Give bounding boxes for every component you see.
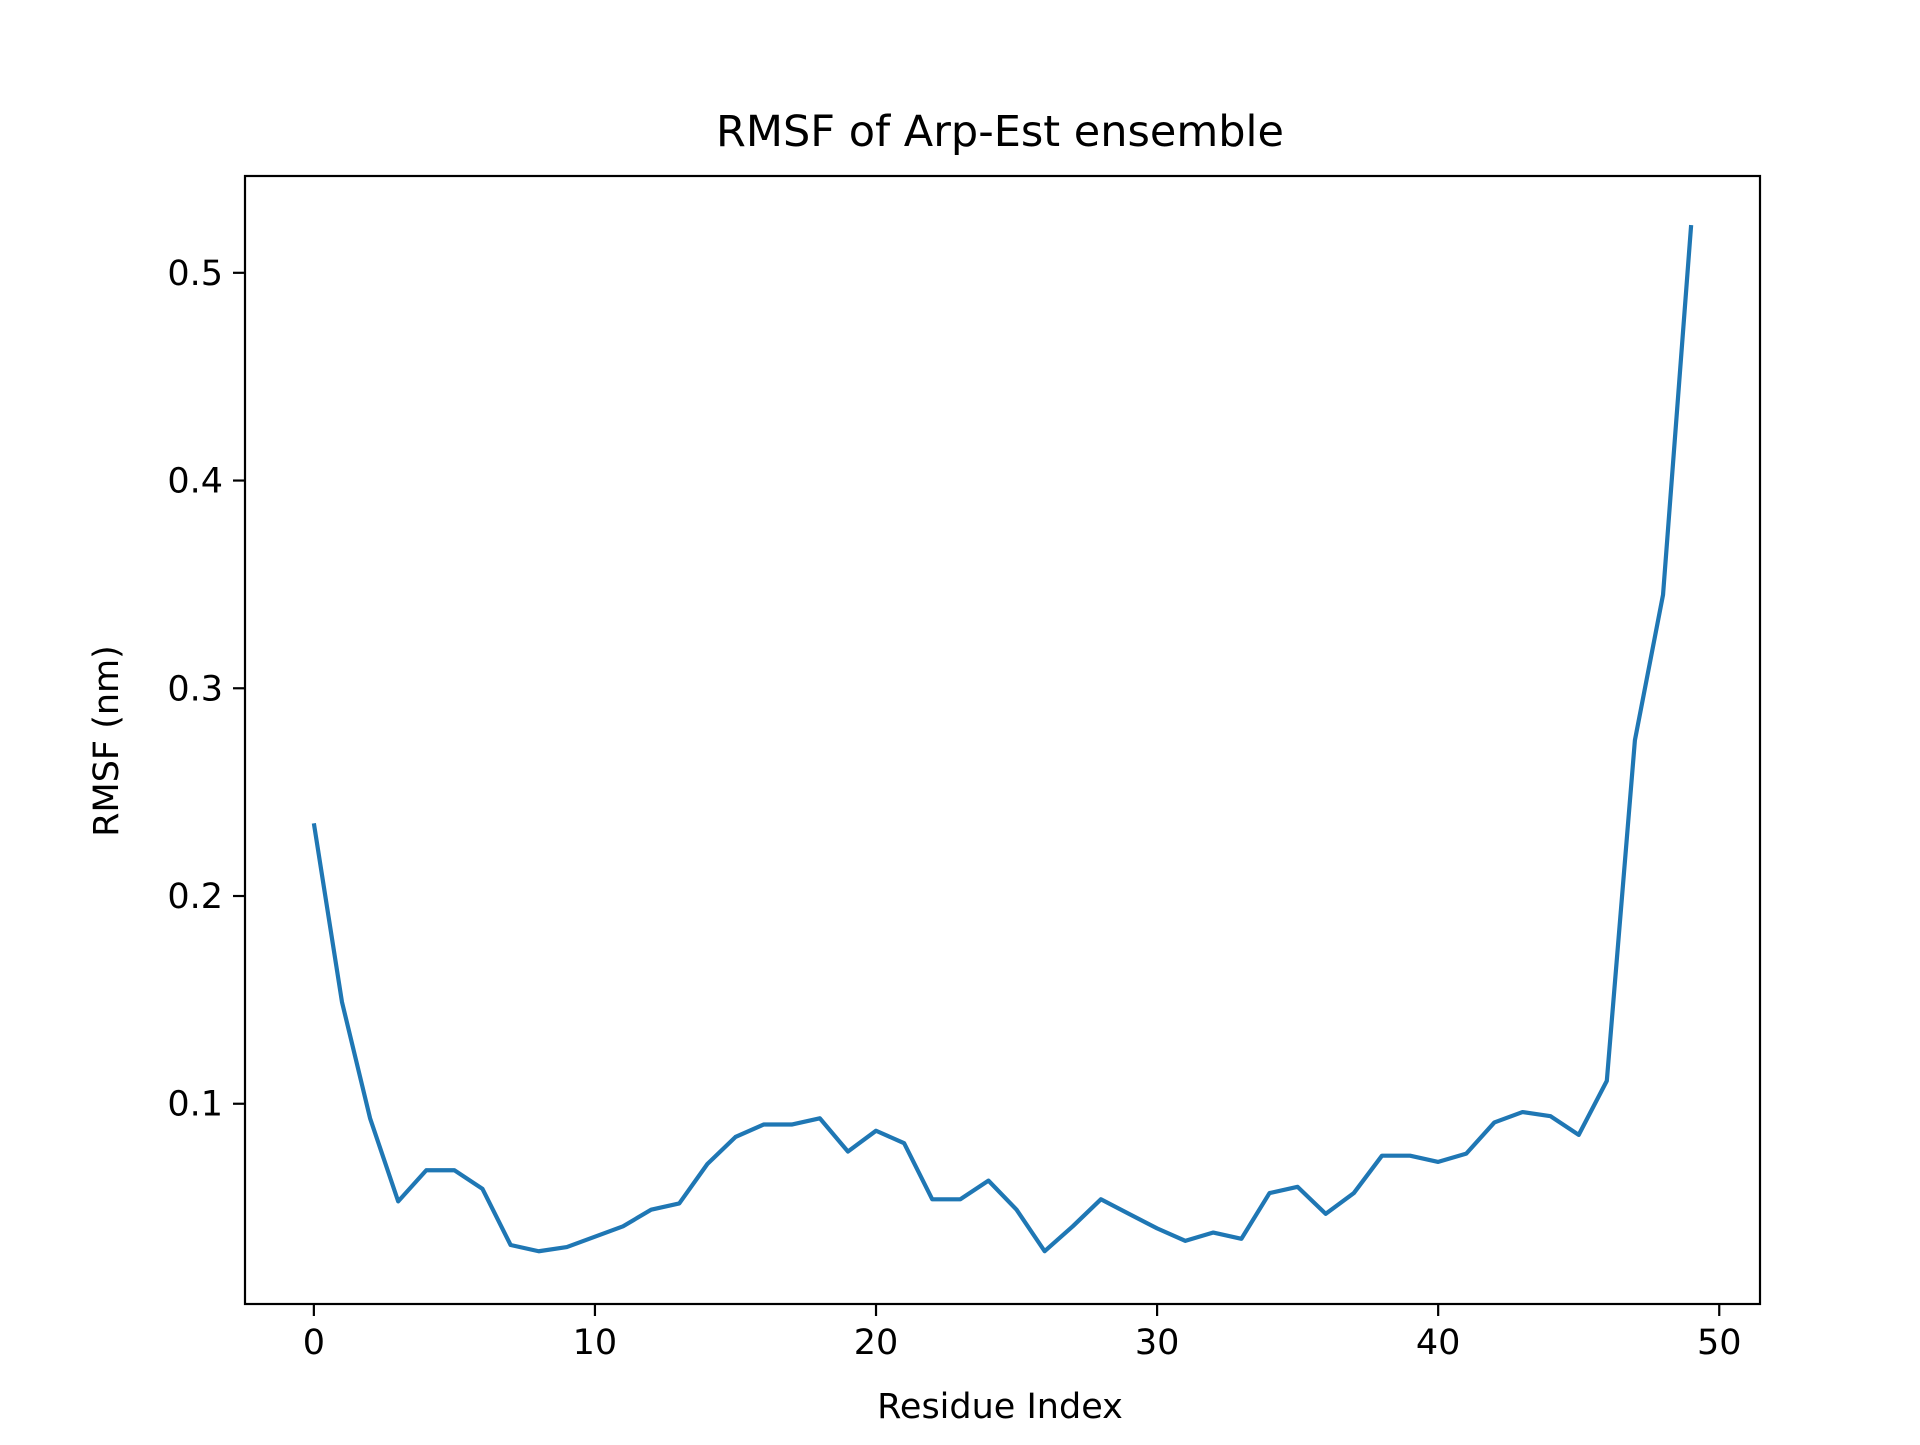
x-tick-label: 0 — [303, 1323, 325, 1363]
series-line-0 — [311, 224, 1694, 1254]
y-axis-label: RMSF (nm) — [87, 645, 127, 837]
x-axis-ticks: 0 10 20 30 40 50 — [303, 1304, 1742, 1363]
x-tick-label: 10 — [573, 1323, 618, 1363]
x-axis-label: Residue Index — [877, 1387, 1123, 1427]
x-tick-label: 40 — [1416, 1323, 1461, 1363]
chart-title: RMSF of Arp-Est ensemble — [716, 107, 1284, 157]
y-tick-label: 0.4 — [167, 462, 223, 502]
y-axis-ticks: 0.1 0.2 0.3 0.4 0.5 — [167, 254, 245, 1125]
axes-frame — [243, 174, 1762, 1306]
y-tick-label: 0.3 — [167, 669, 223, 709]
x-tick-label: 30 — [1135, 1323, 1180, 1363]
y-tick-label: 0.2 — [167, 877, 223, 917]
x-tick-label: 20 — [854, 1323, 899, 1363]
y-tick-label: 0.5 — [167, 254, 223, 294]
y-tick-label: 0.1 — [167, 1085, 223, 1125]
plot-area — [243, 174, 1762, 1306]
x-tick-label: 50 — [1697, 1323, 1742, 1363]
